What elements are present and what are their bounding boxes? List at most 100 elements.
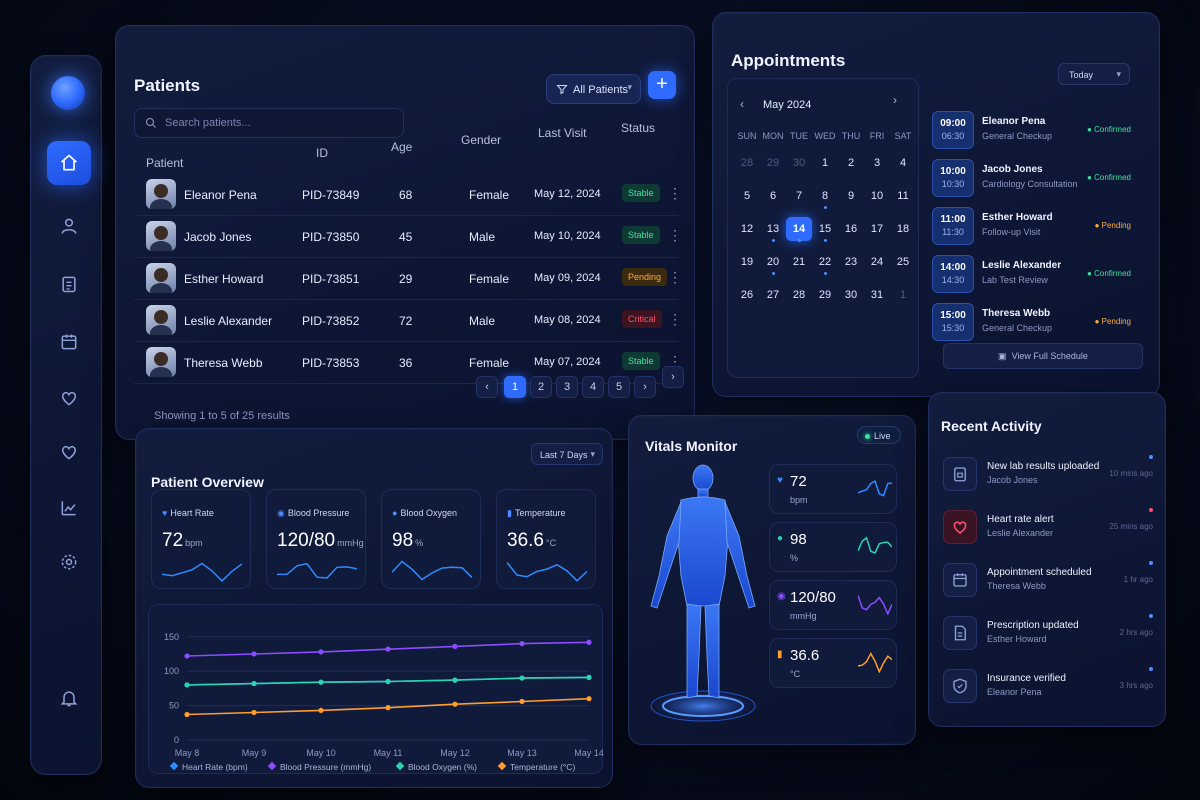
more-icon[interactable]: ⋮ bbox=[668, 185, 682, 201]
filter-dropdown[interactable]: All Patients ▾ bbox=[546, 74, 641, 104]
range-dropdown[interactable]: Today ▾ bbox=[1058, 63, 1130, 85]
calendar-day[interactable]: 3 bbox=[873, 157, 881, 169]
more-icon[interactable]: ⋮ bbox=[668, 353, 682, 369]
patient-name[interactable]: Theresa Webb bbox=[184, 356, 263, 370]
activity-title: Recent Activity bbox=[941, 418, 1042, 434]
calendar-day[interactable]: 21 bbox=[792, 256, 806, 268]
table-row[interactable]: Leslie Alexander PID-73852 72 Male May 0… bbox=[134, 300, 682, 342]
patient-name[interactable]: Leslie Alexander bbox=[184, 314, 273, 328]
activity-item[interactable]: New lab results uploaded Jacob Jones 10 … bbox=[943, 453, 1153, 501]
calendar-day[interactable]: 28 bbox=[792, 289, 806, 301]
calendar-day[interactable]: 4 bbox=[899, 157, 907, 169]
vital-card[interactable]: ◉ 120/80 mmHg bbox=[769, 580, 897, 630]
appointment-item[interactable]: 11:00 11:30 Esther Howard Follow-up Visi… bbox=[928, 207, 1133, 247]
table-row[interactable]: Jacob Jones PID-73850 45 Male May 10, 20… bbox=[134, 216, 682, 258]
calendar-day[interactable]: 1 bbox=[899, 289, 907, 301]
vital-card[interactable]: ▮ 36.6 °C bbox=[769, 638, 897, 688]
table-row[interactable]: Theresa Webb PID-73853 36 Female May 07,… bbox=[134, 342, 682, 384]
patient-name[interactable]: Esther Howard bbox=[184, 272, 264, 286]
page-button[interactable]: 5 bbox=[608, 376, 630, 398]
calendar-day[interactable]: 29 bbox=[766, 157, 780, 169]
page-button[interactable]: 2 bbox=[530, 376, 552, 398]
page-button[interactable]: 3 bbox=[556, 376, 578, 398]
calendar-day[interactable]: 23 bbox=[844, 256, 858, 268]
vital-card[interactable]: ♥ 72 bpm bbox=[769, 464, 897, 514]
calendar-day[interactable]: 14 bbox=[786, 217, 812, 242]
patient-last-visit: May 09, 2024 bbox=[534, 272, 601, 284]
calendar-day[interactable]: 25 bbox=[896, 256, 910, 268]
page-last-button[interactable]: › bbox=[662, 366, 684, 388]
calendar-day[interactable]: 20 bbox=[760, 250, 786, 275]
range-dropdown[interactable]: Last 7 Days ▾ bbox=[531, 443, 603, 465]
patient-name[interactable]: Eleanor Pena bbox=[184, 188, 257, 202]
appointment-item[interactable]: 10:00 10:30 Jacob Jones Cardiology Consu… bbox=[928, 159, 1133, 199]
calendar-day[interactable]: 8 bbox=[812, 184, 838, 209]
more-icon[interactable]: ⋮ bbox=[668, 227, 682, 243]
calendar-day[interactable]: 13 bbox=[760, 217, 786, 242]
calendar-day[interactable]: 5 bbox=[743, 190, 751, 202]
patient-name[interactable]: Jacob Jones bbox=[184, 230, 252, 244]
calendar-day[interactable]: 31 bbox=[870, 289, 884, 301]
vital-card[interactable]: ● 98 % bbox=[769, 522, 897, 572]
calendar-day[interactable]: 17 bbox=[870, 223, 884, 235]
calendar-next-icon[interactable]: › bbox=[893, 93, 897, 107]
calendar-prev-icon[interactable]: ‹ bbox=[740, 97, 744, 111]
table-row[interactable]: Esther Howard PID-73851 29 Female May 09… bbox=[134, 258, 682, 300]
page-next-button[interactable]: › bbox=[634, 376, 656, 398]
nav-calendar[interactable] bbox=[47, 320, 91, 364]
calendar-day[interactable]: 29 bbox=[818, 289, 832, 301]
add-patient-button[interactable]: + bbox=[648, 71, 676, 99]
nav-health[interactable] bbox=[47, 430, 91, 474]
calendar-icon bbox=[953, 573, 967, 587]
activity-item[interactable]: Appointment scheduled Theresa Webb 1 hr … bbox=[943, 559, 1153, 607]
calendar-day[interactable]: 22 bbox=[812, 250, 838, 275]
calendar-day[interactable]: 12 bbox=[740, 223, 754, 235]
column-header: ID bbox=[316, 146, 328, 160]
nav-home[interactable] bbox=[47, 141, 91, 185]
more-icon[interactable]: ⋮ bbox=[668, 269, 682, 285]
calendar-day[interactable]: 28 bbox=[740, 157, 754, 169]
activity-item[interactable]: Prescription updated Esther Howard 2 hrs… bbox=[943, 612, 1153, 660]
appointment-item[interactable]: 15:00 15:30 Theresa Webb General Checkup… bbox=[928, 303, 1133, 343]
calendar-day[interactable]: 6 bbox=[769, 190, 777, 202]
calendar-day[interactable]: 15 bbox=[812, 217, 838, 242]
calendar-day[interactable]: 19 bbox=[740, 256, 754, 268]
calendar-day[interactable]: 11 bbox=[897, 190, 909, 202]
appointment-item[interactable]: 09:00 06:30 Eleanor Pena General Checkup… bbox=[928, 111, 1133, 151]
patient-last-visit: May 08, 2024 bbox=[534, 314, 601, 326]
calendar-day[interactable]: 27 bbox=[766, 289, 780, 301]
calendar-day[interactable]: 30 bbox=[844, 289, 858, 301]
nav-patients[interactable] bbox=[47, 204, 91, 248]
calendar-day[interactable]: 18 bbox=[896, 223, 910, 235]
page-button[interactable]: 1 bbox=[504, 376, 526, 398]
page-prev-button[interactable]: ‹ bbox=[476, 376, 498, 398]
calendar-day[interactable]: 16 bbox=[844, 223, 858, 235]
calendar-day[interactable]: 1 bbox=[821, 157, 829, 169]
nav-analytics[interactable] bbox=[47, 486, 91, 530]
page-button[interactable]: 4 bbox=[582, 376, 604, 398]
activity-item[interactable]: Insurance verified Eleanor Pena 3 hrs ag… bbox=[943, 665, 1153, 713]
calendar-day[interactable]: 10 bbox=[870, 190, 884, 202]
stat-card[interactable]: ♥ Heart Rate 72 bpm bbox=[151, 489, 251, 589]
more-icon[interactable]: ⋮ bbox=[668, 311, 682, 327]
activity-item[interactable]: Heart rate alert Leslie Alexander 25 min… bbox=[943, 506, 1153, 554]
activity-title: New lab results uploaded bbox=[987, 461, 1100, 472]
table-row[interactable]: Eleanor Pena PID-73849 68 Female May 12,… bbox=[134, 174, 682, 216]
calendar-day[interactable]: 9 bbox=[847, 190, 855, 202]
calendar-day[interactable]: 2 bbox=[847, 157, 855, 169]
nav-vitals[interactable] bbox=[47, 376, 91, 420]
nav-notifications[interactable] bbox=[47, 676, 91, 720]
stat-card[interactable]: ● Blood Oxygen 98% bbox=[381, 489, 481, 589]
view-schedule-button[interactable]: ▣ View Full Schedule bbox=[943, 343, 1143, 369]
stat-card[interactable]: ◉ Blood Pressure 120/80 mmHg bbox=[266, 489, 366, 589]
calendar-day[interactable]: 26 bbox=[740, 289, 754, 301]
calendar-day[interactable]: 30 bbox=[792, 157, 806, 169]
search-input[interactable]: Search patients... bbox=[134, 108, 404, 138]
stat-card[interactable]: ▮ Temperature 36.6 °C bbox=[496, 489, 596, 589]
calendar-day[interactable]: 24 bbox=[870, 256, 884, 268]
appointment-item[interactable]: 14:00 14:30 Leslie Alexander Lab Test Re… bbox=[928, 255, 1133, 295]
nav-records[interactable] bbox=[47, 262, 91, 306]
nav-settings[interactable] bbox=[47, 540, 91, 584]
stat-unit: °C bbox=[545, 538, 557, 548]
calendar-day[interactable]: 7 bbox=[795, 190, 803, 202]
